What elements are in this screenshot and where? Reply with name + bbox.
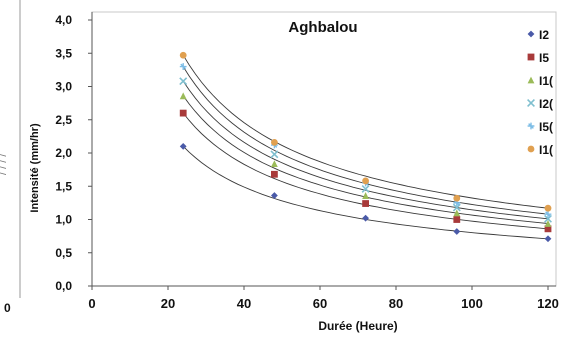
y-tick-label: 0,5 xyxy=(55,246,72,260)
data-point xyxy=(179,63,187,70)
legend: I2 I5 I1( I2( I5( I1( xyxy=(527,28,553,157)
y-tick-label: 0,0 xyxy=(55,279,72,293)
left-fragment-glyph: / / / / xyxy=(0,153,9,175)
legend-label: I1( xyxy=(539,74,553,88)
data-point xyxy=(361,184,370,193)
data-point xyxy=(271,170,278,178)
axes: 0,0 0,5 1,0 1,5 2,0 2,5 3,0 3,5 4,0 0 20 40 60 80 100 1… xyxy=(55,11,559,311)
data-point xyxy=(362,214,369,222)
legend-label: I5 xyxy=(539,51,549,65)
trendline xyxy=(182,54,549,209)
data-point xyxy=(179,109,187,117)
data-point xyxy=(179,77,188,86)
legend-marker xyxy=(527,76,535,84)
legend-marker xyxy=(527,99,535,107)
data-point xyxy=(544,204,552,212)
legend-label: I1( xyxy=(539,143,553,157)
x-tick-label: 60 xyxy=(313,296,327,311)
data-point xyxy=(270,150,279,159)
data-markers xyxy=(179,51,552,243)
legend-label: I2 xyxy=(539,28,549,42)
x-tick-label: 0 xyxy=(88,296,95,311)
y-tick-label: 3,5 xyxy=(55,46,72,60)
data-point xyxy=(453,228,461,235)
data-point xyxy=(362,192,369,199)
data-point xyxy=(453,194,461,202)
legend-label: I5( xyxy=(539,120,553,134)
y-tick-label: 2,5 xyxy=(55,113,72,127)
data-point xyxy=(544,210,552,218)
legend-label: I2( xyxy=(539,97,553,111)
y-tick-label: 1,5 xyxy=(55,179,72,193)
x-tick-label: 20 xyxy=(161,296,175,311)
data-point xyxy=(362,200,369,207)
data-point xyxy=(179,92,187,100)
trendline xyxy=(182,66,549,215)
data-point xyxy=(544,220,552,227)
data-point xyxy=(271,192,278,199)
data-point xyxy=(179,142,187,150)
left-fragment-tick: 0 xyxy=(4,301,11,315)
legend-marker xyxy=(527,122,535,130)
x-tick-label: 40 xyxy=(237,296,251,311)
x-axis-label: Durée (Heure) xyxy=(318,319,397,333)
chart-title: Aghbalou xyxy=(288,19,357,36)
x-tick-label: 120 xyxy=(537,296,559,311)
trendline xyxy=(182,80,549,220)
y-tick-label: 3,0 xyxy=(55,80,72,94)
data-point xyxy=(362,177,369,185)
trendline xyxy=(182,112,549,230)
legend-marker xyxy=(527,53,535,61)
data-point xyxy=(271,138,278,146)
data-point xyxy=(453,216,461,223)
data-point xyxy=(544,235,552,243)
data-point xyxy=(179,51,187,59)
plot-frame xyxy=(91,11,557,287)
y-axis-label: Intensité (mm/hr) xyxy=(29,123,41,213)
legend-marker xyxy=(527,145,535,153)
legend-marker xyxy=(527,30,535,38)
y-tick-label: 1,0 xyxy=(55,213,72,227)
x-tick-label: 80 xyxy=(389,296,403,311)
data-point xyxy=(271,160,278,168)
y-tick-label: 4,0 xyxy=(55,13,72,27)
data-point xyxy=(544,225,552,233)
trendlines xyxy=(182,54,549,240)
data-point xyxy=(453,209,461,217)
x-tick-label: 100 xyxy=(461,296,483,311)
y-tick-label: 2,0 xyxy=(55,146,72,160)
